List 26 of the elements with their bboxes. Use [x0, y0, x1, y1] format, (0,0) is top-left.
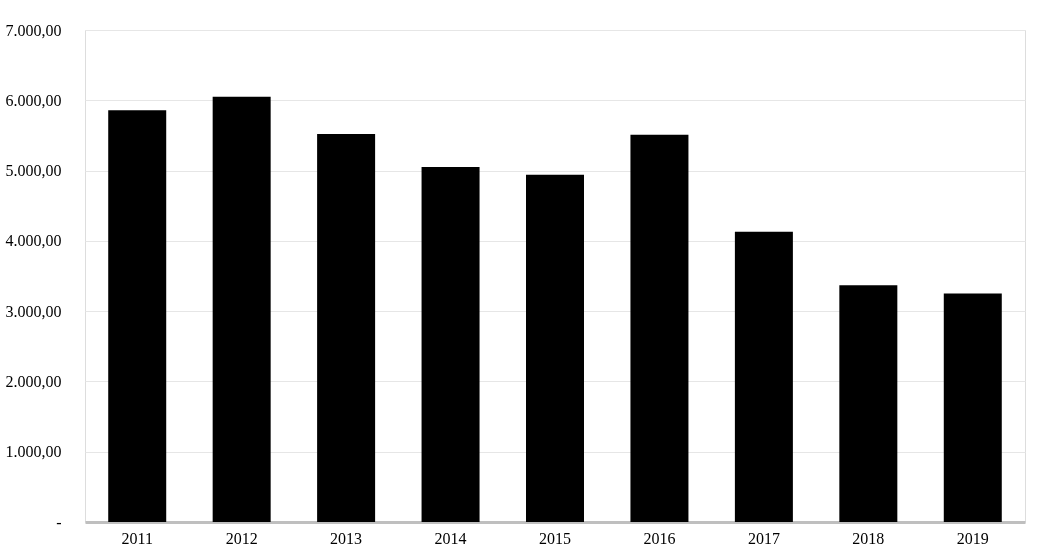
y-tick-label: 3.000,00: [5, 302, 62, 320]
y-tick-label: 4.000,00: [5, 232, 62, 250]
x-tick-label: 2015: [539, 529, 571, 547]
x-tick-label: 2012: [225, 529, 258, 547]
bar: [526, 174, 584, 522]
bar: [317, 134, 376, 522]
bar: [734, 231, 793, 522]
y-tick-label: 6.000,00: [5, 91, 62, 109]
bar: [839, 285, 898, 522]
bar: [943, 293, 1002, 522]
x-tick-label: 2018: [852, 529, 885, 547]
bar: [630, 134, 689, 522]
x-tick-label: 2014: [434, 529, 467, 547]
y-tick-label: 7.000,00: [5, 21, 62, 39]
bar: [421, 167, 480, 522]
y-tick-label: 1.000,00: [5, 443, 62, 461]
bar: [212, 96, 271, 522]
x-tick-label: 2011: [121, 529, 153, 547]
x-tick-label: 2017: [747, 529, 780, 547]
bar: [108, 110, 167, 522]
y-tick-label: 2.000,00: [5, 372, 62, 390]
y-tick-label: -: [56, 513, 62, 531]
x-tick-label: 2019: [956, 529, 989, 547]
x-tick-label: 2013: [330, 529, 363, 547]
y-tick-label: 5.000,00: [5, 162, 62, 180]
x-tick-label: 2016: [643, 529, 676, 547]
